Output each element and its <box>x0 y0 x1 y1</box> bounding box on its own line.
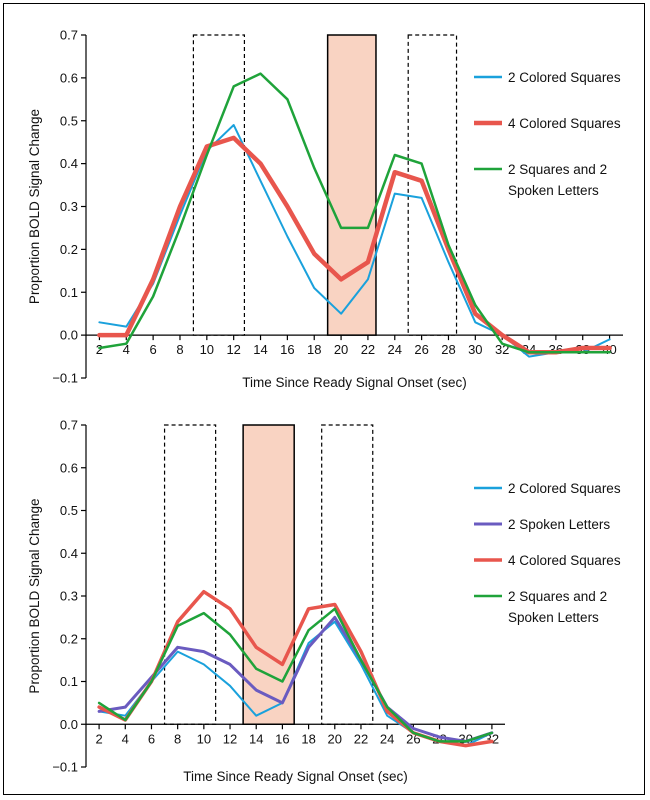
chart2-legend-label-4-line2: Spoken Letters <box>508 610 599 625</box>
chart2-x-tick-label: 10 <box>197 731 211 746</box>
chart1-legend-label-2: 4 Colored Squares <box>508 116 621 131</box>
chart2-x-tick-label: 14 <box>249 731 263 746</box>
chart1-x-tick-label: 22 <box>361 342 375 357</box>
chart1-y-tick-label: 0.4 <box>60 156 78 171</box>
chart1-x-tick-label: 30 <box>468 342 482 357</box>
chart2-series-line-2 <box>97 615 494 743</box>
chart2-y-tick-label: 0.3 <box>60 589 78 604</box>
chart1-x-tick-label: 28 <box>441 342 455 357</box>
figure-frame <box>3 3 645 795</box>
chart2-x-tick-label: 20 <box>328 731 342 746</box>
chart1-x-tick-label: 10 <box>200 342 214 357</box>
chart1-dashed-box-1 <box>192 34 246 336</box>
chart1-x-tick-label: 26 <box>414 342 428 357</box>
chart1-legend-label-1: 2 Colored Squares <box>508 70 621 85</box>
chart1-y-tick-label: 0.5 <box>60 113 78 128</box>
chart2-legend-label-2: 2 Spoken Letters <box>508 517 610 532</box>
chart2-series-line-4 <box>97 607 494 743</box>
chart2-legend-label-4: 2 Squares and 2 <box>508 589 607 604</box>
chart2-x-tick-label: 18 <box>301 731 315 746</box>
chart2-legend-label-1: 2 Colored Squares <box>508 481 621 496</box>
chart1-y-tick-label: 0.2 <box>60 242 78 257</box>
chart2-y-tick-label: 0.2 <box>60 631 78 646</box>
chart2-y-tick-label: 0.6 <box>60 460 78 475</box>
chart2-y-tick-label: 0.0 <box>60 717 78 732</box>
chart1-legend-label-3-line2: Spoken Letters <box>508 183 599 198</box>
chart1-series-line-1 <box>98 124 611 358</box>
chart1-series-line-3 <box>98 72 611 354</box>
chart2-y-tick-label: 0.5 <box>60 503 78 518</box>
chart2-x-tick-label: 4 <box>122 731 129 746</box>
chart1-x-tick-label: 18 <box>307 342 321 357</box>
chart1-y-axis-label: Proportion BOLD Signal Change <box>27 109 42 304</box>
chart2-x-tick-label: 24 <box>380 731 394 746</box>
chart1-y-tick-label: 0.6 <box>60 70 78 85</box>
chart1-x-tick-label: 2 <box>96 342 103 357</box>
chart1-x-tick-label: 16 <box>280 342 294 357</box>
chart2-x-tick-label: 2 <box>95 731 102 746</box>
chart-bottom: 0.70.60.50.40.30.20.10.0−0.12 4 6 8 10 12 14 16… <box>27 418 621 785</box>
chart1-x-tick-label: 4 <box>123 342 130 357</box>
chart1-y-tick-label: 0.7 <box>60 28 78 43</box>
chart1-series-line-2 <box>97 135 612 355</box>
chart2-y-tick-label: 0.7 <box>60 418 78 433</box>
chart2-y-tick-label: 0.4 <box>60 546 78 561</box>
chart1-x-tick-label: 8 <box>176 342 183 357</box>
chart2-y-axis-label: Proportion BOLD Signal Change <box>27 498 42 693</box>
chart1-x-tick-label: 20 <box>334 342 348 357</box>
chart-top: 0.70.60.50.40.30.20.10.0−0.12 4 6 8 10 12 14 16… <box>27 28 623 390</box>
chart2-shaded-box <box>242 424 295 725</box>
chart2-legend-label-3: 4 Colored Squares <box>508 553 621 568</box>
chart1-x-axis-label: Time Since Ready Signal Onset (sec) <box>242 375 467 390</box>
chart1-y-tick-label: 0.3 <box>60 199 78 214</box>
chart2-x-tick-label: 6 <box>148 731 155 746</box>
chart1-y-tick-label: 0.1 <box>60 285 78 300</box>
chart2-y-tick-label: −0.1 <box>52 760 78 775</box>
chart2-dashed-box-2 <box>321 424 374 725</box>
chart1-x-tick-label: 14 <box>253 342 267 357</box>
chart2-x-tick-label: 8 <box>174 731 181 746</box>
chart2-y-tick-label: 0.1 <box>60 674 78 689</box>
chart1-dashed-box-2 <box>407 34 458 336</box>
chart1-x-tick-label: 6 <box>150 342 157 357</box>
chart2-x-tick-label: 16 <box>275 731 289 746</box>
chart1-legend-label-3: 2 Squares and 2 <box>508 162 607 177</box>
chart1-x-tick-label: 12 <box>226 342 240 357</box>
chart2-x-axis-label: Time Since Ready Signal Onset (sec) <box>183 769 408 784</box>
chart2-dashed-box-1 <box>163 424 217 725</box>
chart1-y-tick-label: −0.1 <box>52 371 78 386</box>
chart1-x-tick-label: 24 <box>388 342 402 357</box>
chart1-shaded-box <box>326 34 377 336</box>
chart1-y-tick-label: 0.0 <box>60 328 78 343</box>
chart2-x-tick-label: 12 <box>223 731 237 746</box>
chart2-x-tick-label: 22 <box>354 731 368 746</box>
